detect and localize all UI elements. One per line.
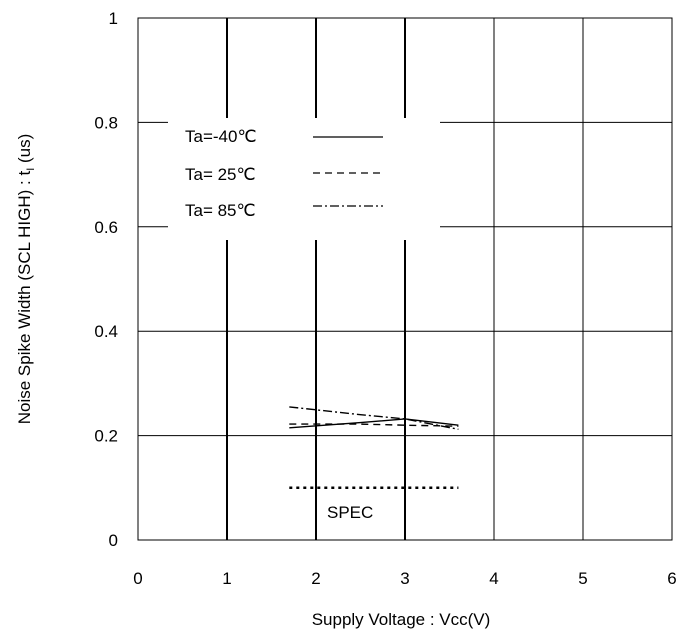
y-tick-label: 0.4 [94, 322, 118, 341]
spec-label: SPEC [327, 503, 373, 522]
legend-label-1: Ta=-40℃ [185, 127, 257, 146]
y-axis-label-unit: (us) [15, 134, 34, 168]
legend: Ta=-40℃ Ta= 25℃ Ta= 85℃ [168, 118, 440, 240]
x-tick-label: 5 [578, 569, 587, 588]
ticks: 0 1 2 3 4 5 6 0 0.2 0.4 0.6 0.8 1 [94, 9, 676, 588]
x-axis-label: Supply Voltage : Vcc(V) [312, 610, 491, 629]
y-tick-label: 0.2 [94, 427, 118, 446]
legend-background [168, 118, 440, 240]
spec: SPEC [289, 486, 459, 522]
x-tick-label: 2 [311, 569, 320, 588]
x-tick-label: 0 [133, 569, 142, 588]
y-tick-label: 0 [109, 531, 118, 550]
legend-label-3: Ta= 85℃ [185, 201, 256, 220]
y-tick-label: 1 [109, 9, 118, 28]
legend-label-2: Ta= 25℃ [185, 165, 256, 184]
x-tick-label: 1 [222, 569, 231, 588]
series [289, 406, 459, 430]
y-tick-label: 0.6 [94, 218, 118, 237]
series-line-1 [289, 418, 459, 429]
x-tick-label: 3 [400, 569, 409, 588]
y-axis-label-subscript: I [25, 168, 37, 171]
y-axis-label: Noise Spike Width (SCL HIGH) : tI (us) [15, 134, 37, 425]
grid [138, 18, 672, 540]
series-line-3 [289, 406, 459, 430]
x-tick-label: 4 [489, 569, 498, 588]
y-tick-label: 0.8 [94, 113, 118, 132]
plot-frame [137, 17, 673, 541]
x-tick-label: 6 [667, 569, 676, 588]
y-axis-label-main: Noise Spike Width (SCL HIGH) : t [15, 171, 34, 425]
